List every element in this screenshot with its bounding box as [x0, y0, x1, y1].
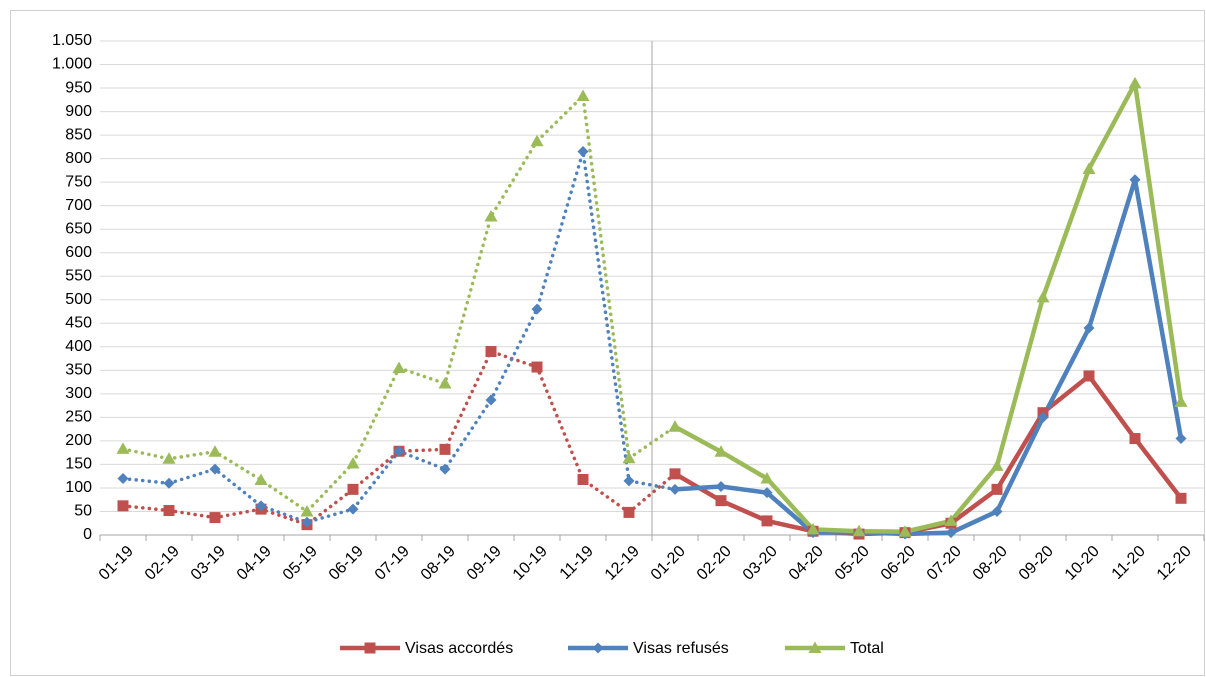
marker [255, 500, 267, 512]
marker [300, 504, 314, 517]
y-tick-label: 700 [65, 197, 92, 214]
marker [761, 515, 773, 527]
marker [669, 483, 681, 495]
legend-item: Total [785, 640, 884, 657]
y-tick-label: 450 [65, 315, 92, 332]
marker [485, 394, 497, 406]
y-tick-label: 600 [65, 244, 92, 261]
marker [163, 477, 175, 489]
marker [484, 209, 498, 222]
legend-label: Total [850, 640, 884, 657]
marker [669, 468, 681, 480]
marker [808, 641, 822, 653]
marker [439, 463, 451, 475]
marker [209, 463, 221, 475]
marker [117, 500, 129, 512]
marker [760, 472, 774, 484]
marker [208, 445, 222, 457]
marker [1128, 76, 1142, 89]
y-tick-label: 200 [65, 432, 92, 449]
marker [577, 473, 589, 485]
marker [1175, 433, 1187, 445]
y-tick-label: 300 [65, 385, 92, 402]
marker [1129, 433, 1141, 445]
y-tick-label: 1.000 [52, 56, 92, 73]
marker [622, 451, 636, 464]
marker [1037, 411, 1049, 423]
marker [852, 524, 866, 537]
series-line [672, 177, 1184, 537]
marker [1083, 322, 1095, 334]
marker [1036, 290, 1050, 303]
y-tick-label: 750 [65, 173, 92, 190]
legend-item: Visas accordés [340, 640, 513, 657]
marker [485, 346, 497, 358]
chart-border [10, 10, 1205, 676]
y-tick-label: 850 [65, 126, 92, 143]
marker [393, 445, 405, 457]
y-tick-label: 500 [65, 291, 92, 308]
marker [209, 512, 221, 524]
legend-item: Visas refusés [568, 640, 729, 657]
y-tick-label: 1.050 [52, 32, 92, 49]
marker [714, 445, 728, 457]
marker [715, 495, 727, 507]
marker [530, 134, 544, 147]
marker [944, 514, 958, 526]
marker [577, 146, 589, 158]
series-line [672, 81, 1184, 534]
y-tick-label: 250 [65, 409, 92, 426]
marker [346, 456, 360, 469]
marker [623, 475, 635, 487]
y-tick-label: 650 [65, 220, 92, 237]
marker [347, 503, 359, 515]
marker [254, 473, 268, 485]
legend-label: Visas refusés [633, 640, 729, 657]
marker [1129, 174, 1141, 186]
marker [1082, 162, 1096, 174]
marker [392, 361, 406, 373]
marker [438, 377, 452, 389]
marker [531, 303, 543, 315]
y-tick-label: 550 [65, 267, 92, 284]
y-tick-label: 150 [65, 456, 92, 473]
marker [1083, 370, 1095, 382]
marker [1175, 492, 1187, 504]
y-tick-label: 950 [65, 79, 92, 96]
marker [301, 516, 313, 528]
y-tick-label: 900 [65, 103, 92, 120]
marker [116, 442, 130, 454]
marker [163, 505, 175, 517]
marker [592, 642, 604, 654]
marker [531, 361, 543, 373]
y-tick-label: 400 [65, 338, 92, 355]
marker [990, 459, 1004, 471]
marker [347, 483, 359, 495]
marker [898, 525, 912, 537]
y-tick-label: 100 [65, 479, 92, 496]
marker [576, 89, 590, 102]
marker [715, 481, 727, 493]
y-tick-label: 350 [65, 362, 92, 379]
marker [1174, 395, 1188, 407]
marker [945, 527, 957, 539]
marker [761, 487, 773, 499]
marker [364, 642, 376, 654]
marker [668, 420, 682, 432]
marker [991, 505, 1003, 517]
y-tick-label: 0 [83, 526, 92, 543]
marker [623, 506, 635, 518]
marker [439, 443, 451, 455]
marker [806, 522, 820, 535]
y-tick-label: 800 [65, 150, 92, 167]
marker [162, 452, 176, 464]
marker [991, 483, 1003, 495]
y-tick-label: 50 [74, 503, 92, 520]
legend-label: Visas accordés [405, 640, 513, 657]
marker [117, 473, 129, 485]
